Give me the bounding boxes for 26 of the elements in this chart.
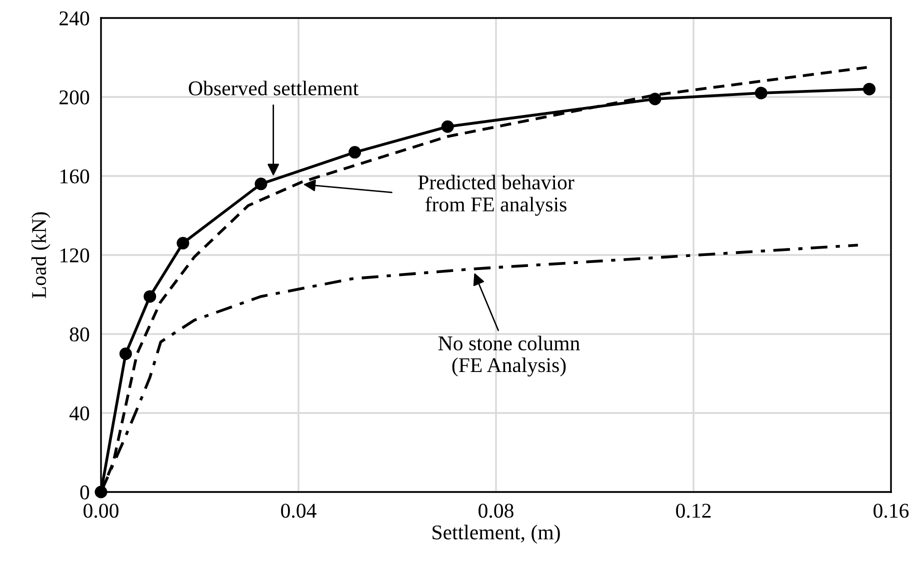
y-tick-label: 0: [80, 485, 90, 500]
x-tick-label: 0.04: [281, 504, 316, 518]
point: [648, 92, 662, 106]
x-tick-label: 0.12: [676, 504, 711, 518]
point: [144, 290, 156, 303]
point: [176, 236, 190, 250]
point: [348, 146, 362, 159]
point: [254, 178, 268, 190]
x-tick-label: 0.16: [874, 504, 909, 518]
point: [119, 348, 132, 360]
y-tick-label: 120: [60, 248, 90, 262]
x-tick-label: 0.08: [478, 504, 514, 518]
y-tick-label: 160: [60, 169, 90, 184]
y-tick-label: 40: [69, 406, 90, 420]
annotation: No stone column (FE Analysis): [438, 336, 580, 376]
point: [863, 82, 876, 96]
y-tick-label: 200: [60, 90, 90, 104]
y-tick-label: 80: [70, 327, 90, 342]
point: [754, 86, 768, 100]
y-tick-label: 240: [60, 11, 90, 26]
y-axis-title: Load (kN): [31, 212, 50, 298]
annotation: Observed settlement: [188, 80, 359, 96]
x-axis-title: Settlement, (m): [432, 524, 560, 544]
x-tick-label: 0.00: [84, 504, 118, 518]
annotation: Predicted behavior from FE analysis: [418, 174, 574, 216]
point: [441, 120, 454, 133]
